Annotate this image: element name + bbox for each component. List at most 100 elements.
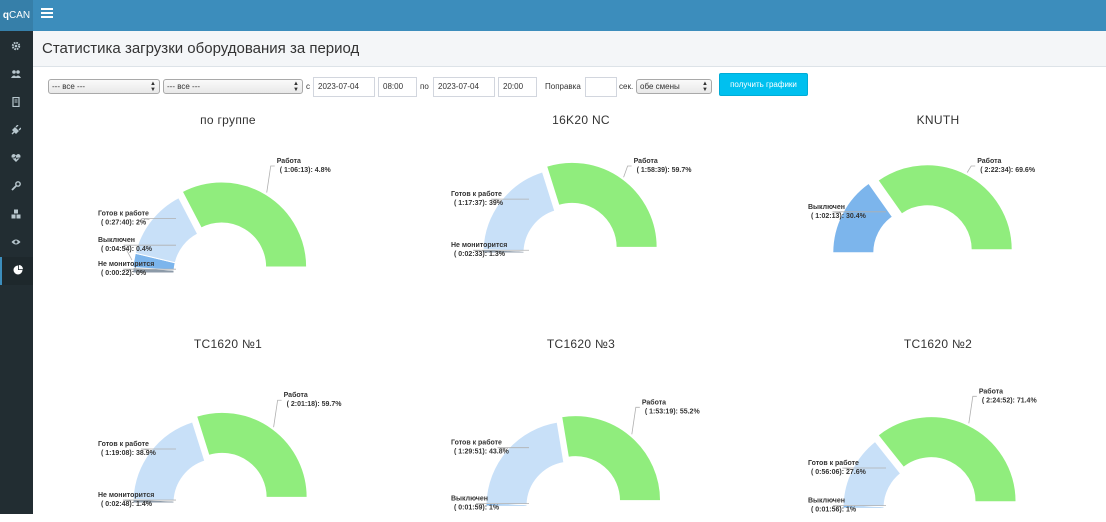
slice-label-value: ( 1:17:37): 39%	[454, 200, 504, 207]
connector-line	[842, 467, 886, 470]
slice-label-value: ( 2:01:18): 59.7%	[287, 401, 343, 408]
chart-svg: Выключен ( 0:01:56): 1% Готов к работе ( 0:…	[808, 387, 1038, 514]
connector-line	[497, 447, 529, 450]
top-navbar: qCAN	[0, 0, 1106, 31]
slice-работа[interactable]	[877, 416, 1017, 503]
chart-svg: Не мониторится ( 0:02:48): 1.4% Готов к ра…	[98, 391, 343, 508]
cubes-icon	[11, 209, 21, 219]
slice-готов-к-работе[interactable]	[132, 421, 206, 502]
connector-line	[832, 505, 886, 508]
chart-5: TC1620 №3 Выключен ( 0:01:59): 1% Готов к р…	[411, 337, 751, 517]
connector-line	[631, 406, 640, 435]
sidebar-item-service[interactable]	[0, 173, 33, 201]
slice-label-name: Выключен	[451, 496, 488, 503]
slice-готов-к-работе[interactable]	[842, 440, 902, 508]
users-icon	[11, 70, 21, 78]
wrench-icon	[11, 181, 21, 191]
document-icon	[12, 97, 20, 107]
connector-line	[490, 198, 529, 201]
slice-работа[interactable]	[181, 181, 308, 268]
connector-line	[968, 395, 977, 424]
to-label: по	[420, 82, 429, 91]
slice-работа[interactable]	[877, 164, 1013, 251]
slice-label-value: ( 0:02:33): 1.3%	[454, 251, 506, 258]
page-title: Статистика загрузки оборудования за пери…	[42, 40, 360, 57]
slice-готов-к-работе[interactable]	[485, 421, 565, 506]
slice-label-name: Готов к работе	[98, 209, 149, 217]
slice-label-name: Работа	[977, 157, 1001, 165]
chart-6: TC1620 №2 Выключен ( 0:01:56): 1% Готов к р…	[768, 337, 1106, 517]
app-logo[interactable]: qCAN	[0, 0, 33, 31]
time-to-input[interactable]: 20:00	[498, 77, 537, 97]
slice-label-name: Готов к работе	[451, 190, 502, 198]
chart-4: TC1620 №1 Не мониторится ( 0:02:48): 1.4% Г…	[58, 337, 398, 517]
chart-1: по группе Не мониторится ( 0:00:22): 0% Вык…	[58, 113, 398, 293]
page-header: Статистика загрузки оборудования за пери…	[33, 31, 1106, 67]
from-label: с	[306, 82, 310, 91]
slice-label-name: Работа	[634, 157, 658, 165]
heartbeat-icon	[11, 154, 21, 162]
connector-line	[140, 448, 176, 451]
chart-title: KNUTH	[916, 113, 960, 127]
slice-label-name: Готов к работе	[808, 459, 859, 467]
machine-select[interactable]: --- все --- ▲ ▼	[163, 79, 303, 94]
slice-label-value: ( 2:24:52): 71.4%	[982, 397, 1038, 404]
sidebar-item-users[interactable]	[0, 61, 33, 89]
connector-line	[123, 244, 176, 261]
slice-работа[interactable]	[561, 415, 662, 502]
slice-готов-к-работе[interactable]	[134, 196, 199, 264]
chart-title: по группе	[200, 113, 256, 127]
connector-line	[472, 249, 529, 252]
sidebar-item-settings[interactable]	[0, 33, 33, 61]
slice-label-name: Выключен	[98, 237, 135, 244]
gear-icon	[11, 41, 21, 51]
connector-line	[832, 211, 886, 214]
slice-label-value: ( 1:29:51): 43.8%	[454, 449, 510, 456]
chart-2: 16K20 NC Не мониторится ( 0:02:33): 1.3% Го…	[411, 113, 751, 293]
slice-label-value: ( 0:04:54): 0.4%	[101, 246, 153, 253]
slice-label-name: Выключен	[808, 498, 845, 505]
slice-label-value: ( 1:58:39): 59.7%	[637, 167, 693, 174]
chart-title: TC1620 №1	[193, 337, 263, 351]
connector-line	[122, 499, 176, 502]
slice-label-name: Не мониторится	[451, 242, 507, 249]
slice-работа[interactable]	[546, 161, 658, 248]
group-select[interactable]: --- все --- ▲ ▼	[48, 79, 160, 94]
chart-3: KNUTH Выключен ( 1:02:13): 30.4% Работа ( 2:…	[768, 113, 1106, 293]
slice-label-name: Выключен	[808, 204, 845, 211]
chart-title: TC1620 №3	[546, 337, 616, 351]
correction-input[interactable]	[585, 77, 617, 97]
sidebar-item-health[interactable]	[0, 145, 33, 173]
date-to-input[interactable]: 2023-07-04	[433, 77, 495, 97]
menu-toggle-icon[interactable]	[41, 8, 53, 22]
slice-label-value: ( 0:01:56): 1%	[811, 507, 857, 514]
get-charts-button[interactable]: получить графики	[719, 73, 808, 96]
date-from-input[interactable]: 2023-07-04	[313, 77, 375, 97]
slice-label-value: ( 0:00:22): 0%	[101, 270, 147, 277]
slice-label-value: ( 2:22:34): 69.6%	[980, 167, 1036, 174]
slice-label-value: ( 0:27:40): 2%	[101, 219, 147, 226]
sidebar-item-equipment[interactable]	[0, 201, 33, 229]
filter-bar: --- все --- ▲ ▼ --- все --- ▲ ▼ с 2023-07-04…	[33, 71, 1106, 101]
connector-line	[266, 165, 275, 193]
slice-выключен[interactable]	[832, 182, 894, 254]
slice-label-value: ( 0:02:48): 1.4%	[101, 501, 153, 508]
time-from-input[interactable]: 08:00	[378, 77, 417, 97]
seconds-label: сек.	[619, 82, 634, 91]
slice-label-value: ( 1:06:13): 4.8%	[280, 167, 332, 174]
slice-label-value: ( 1:19:08): 38.9%	[101, 450, 157, 457]
slice-label-name: Работа	[979, 387, 1003, 395]
slice-работа[interactable]	[196, 411, 308, 498]
connector-line	[273, 399, 282, 428]
slice-label-value: ( 0:56:06): 27.6%	[811, 469, 867, 476]
plug-icon	[11, 125, 21, 135]
shift-select[interactable]: обе смены ▲ ▼	[636, 79, 712, 94]
sidebar-item-documents[interactable]	[0, 89, 33, 117]
slice-готов-к-работе[interactable]	[482, 171, 556, 252]
sidebar-item-connections[interactable]	[0, 117, 33, 145]
slice-label-name: Готов к работе	[98, 440, 149, 448]
main-content: Статистика загрузки оборудования за пери…	[33, 31, 1106, 514]
slice-label-name: Не мониторится	[98, 261, 154, 268]
sidebar-item-statistics[interactable]	[0, 257, 33, 285]
sidebar-item-monitoring[interactable]	[0, 229, 33, 257]
